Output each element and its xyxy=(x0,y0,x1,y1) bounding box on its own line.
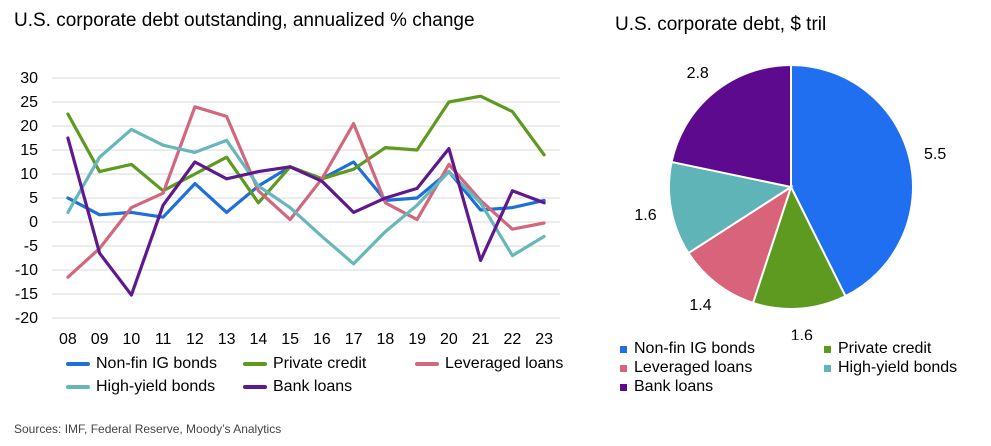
pie-label-high-yield-bonds: 1.6 xyxy=(634,207,656,224)
x-tick-label: 13 xyxy=(218,331,236,348)
legend-item-bank-loans: Bank loans xyxy=(243,378,352,396)
x-tick-label: 16 xyxy=(313,331,331,348)
legend-swatch xyxy=(620,383,627,391)
legend-label: High-yield bonds xyxy=(838,359,958,376)
x-tick-label: 11 xyxy=(155,331,172,348)
legend-swatch xyxy=(415,362,439,366)
pie-labels: 5.5 1.6 1.4 1.6 2.8 xyxy=(634,65,946,340)
x-tick-label: 17 xyxy=(345,331,363,348)
pie-label-bank-loans: 2.8 xyxy=(687,65,709,82)
legend-label: Non-fin IG bonds xyxy=(634,340,755,357)
legend-swatch xyxy=(243,362,267,366)
y-tick-label: 0 xyxy=(29,214,38,231)
x-axis-ticks: 08 09 10 11 12 13 14 15 16 17 18 19 20 21 22 23 xyxy=(59,331,553,348)
legend-label: Non-fin IG bonds xyxy=(96,355,217,372)
pie-slice-bank-loans xyxy=(670,63,792,189)
y-axis-ticks: 30 25 20 15 10 5 0 -5 -10 -15 -20 xyxy=(15,70,38,327)
x-tick-label: 15 xyxy=(281,331,299,348)
pie-legend-item-private-credit: Private credit xyxy=(824,340,931,358)
series-lines xyxy=(66,94,546,297)
series-line-leveraged-loans xyxy=(66,105,546,279)
pie-label-private-credit: 1.6 xyxy=(791,328,813,340)
legend-swatch xyxy=(824,345,831,353)
pie-legend-item-non-fin-ig-bonds: Non-fin IG bonds xyxy=(620,340,755,358)
legend-label: Bank loans xyxy=(634,378,714,395)
legend-swatch xyxy=(620,345,627,353)
pie-legend-item-high-yield-bonds: High-yield bonds xyxy=(824,359,957,377)
legend-swatch xyxy=(243,385,267,389)
legend-label: High-yield bonds xyxy=(96,378,216,395)
x-tick-label: 23 xyxy=(535,331,553,348)
legend-swatch xyxy=(66,362,90,366)
x-tick-label: 10 xyxy=(122,331,140,348)
legend-item-private-credit: Private credit xyxy=(243,355,366,373)
line-chart: 30 25 20 15 10 5 0 -5 -10 -15 -20 08 09 10 11 12 13 14 15… xyxy=(15,70,560,348)
x-tick-label: 22 xyxy=(503,331,521,348)
y-tick-label: -5 xyxy=(24,238,38,255)
pie-slice-private-credit xyxy=(751,184,847,310)
pie-legend-item-leveraged-loans: Leveraged loans xyxy=(620,359,752,377)
legend-item-high-yield-bonds: High-yield bonds xyxy=(66,378,215,396)
x-tick-label: 19 xyxy=(408,331,426,348)
legend-swatch xyxy=(66,385,90,389)
y-tick-label: 30 xyxy=(20,70,38,87)
pie-slices xyxy=(667,63,914,310)
y-tick-label: 10 xyxy=(20,166,38,183)
series-line-high-yield-bonds xyxy=(66,127,546,266)
pie-slice-leveraged-loans xyxy=(687,184,793,305)
source-note: Sources: IMF, Federal Reserve, Moody’s A… xyxy=(14,422,282,436)
pie-chart: 5.5 1.6 1.4 1.6 2.8 xyxy=(634,63,946,340)
x-tick-label: 21 xyxy=(472,331,490,348)
legend-swatch xyxy=(824,364,831,372)
x-tick-label: 14 xyxy=(249,331,267,348)
x-tick-label: 12 xyxy=(186,331,204,348)
pie-legend-item-bank-loans: Bank loans xyxy=(620,378,713,396)
pie-chart-title: U.S. corporate debt, $ tril xyxy=(615,14,827,35)
legend-label: Private credit xyxy=(273,355,367,372)
y-tick-label: 20 xyxy=(20,118,38,135)
series-line-bank-loans xyxy=(66,136,546,297)
x-tick-label: 08 xyxy=(59,331,77,348)
legend-label: Leveraged loans xyxy=(445,355,564,372)
y-tick-label: -20 xyxy=(15,310,38,327)
y-tick-label: -10 xyxy=(15,262,38,279)
pie-label-leveraged-loans: 1.4 xyxy=(689,297,711,314)
legend-item-non-fin-ig-bonds: Non-fin IG bonds xyxy=(66,355,217,373)
y-tick-label: 15 xyxy=(20,142,38,159)
y-tick-label: -15 xyxy=(15,286,38,303)
legend-label: Leveraged loans xyxy=(634,359,753,376)
legend-label: Private credit xyxy=(838,340,932,357)
x-tick-label: 09 xyxy=(91,331,109,348)
y-tick-label: 25 xyxy=(20,94,38,111)
line-chart-title: U.S. corporate debt outstanding, annuali… xyxy=(14,10,475,31)
legend-item-leveraged-loans: Leveraged loans xyxy=(415,355,563,373)
x-tick-label: 20 xyxy=(440,331,458,348)
x-tick-label: 18 xyxy=(376,331,394,348)
legend-label: Bank loans xyxy=(273,378,353,395)
pie-slice-non-fin-ig-bonds xyxy=(790,63,914,298)
pie-slice-high-yield-bonds xyxy=(667,160,794,255)
y-tick-label: 5 xyxy=(29,190,38,207)
pie-label-non-fin-ig-bonds: 5.5 xyxy=(924,146,946,163)
legend-swatch xyxy=(620,364,627,372)
